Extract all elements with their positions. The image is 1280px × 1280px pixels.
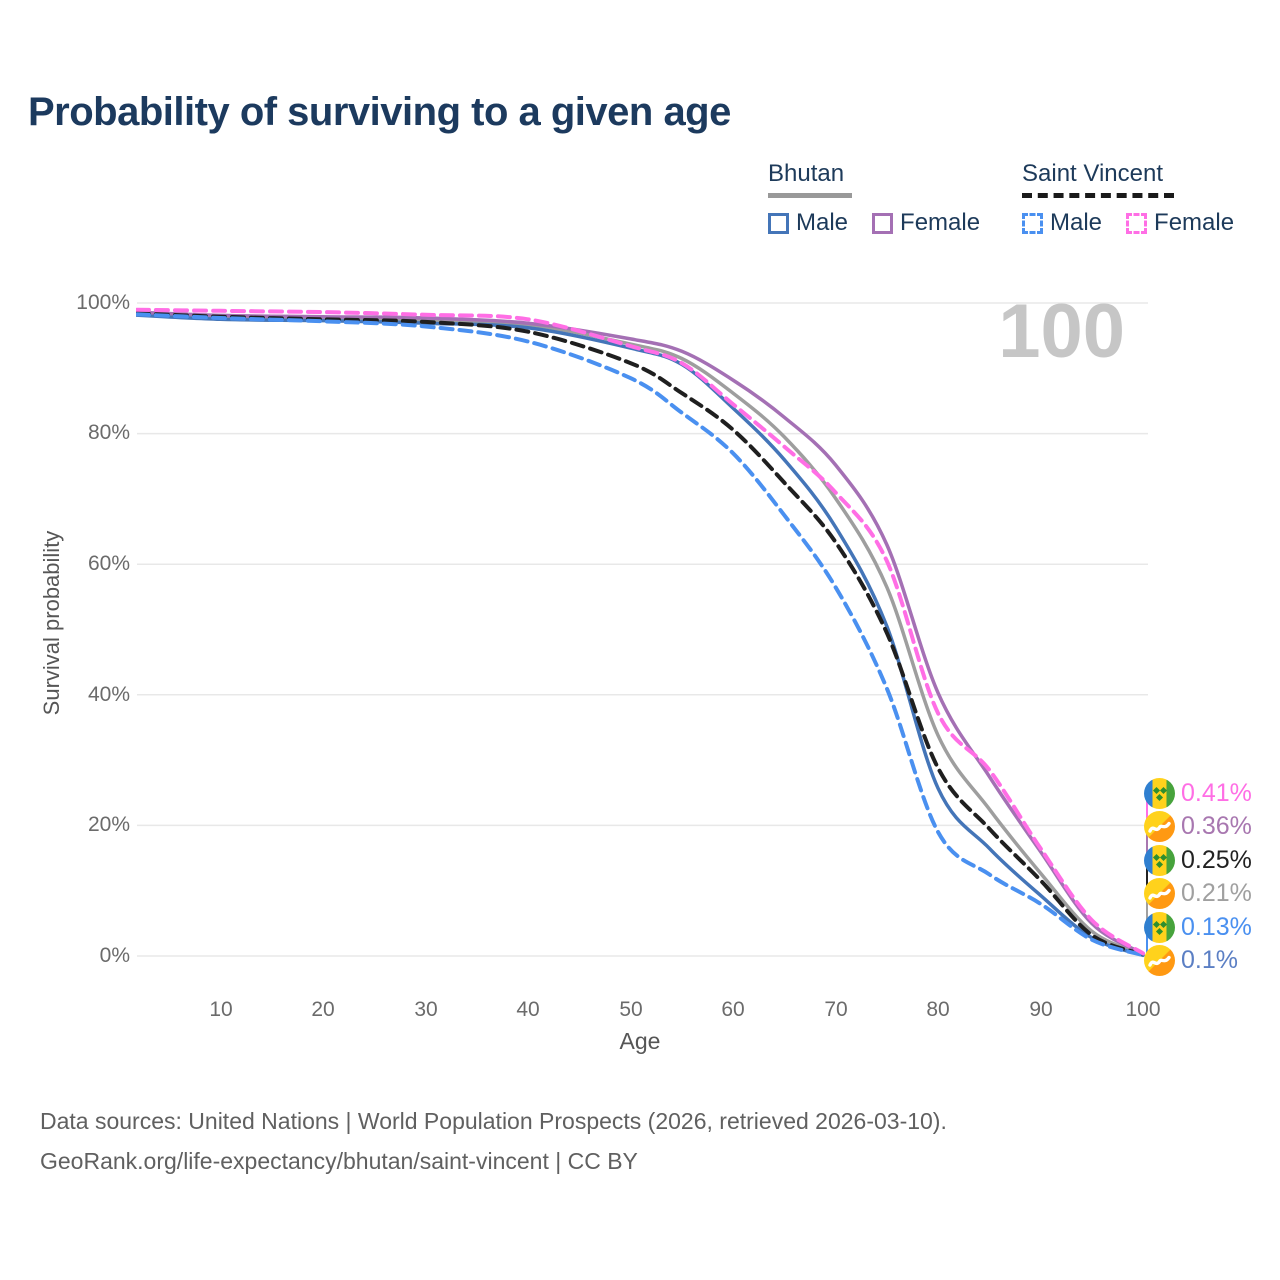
end-value: 0.36%	[1181, 811, 1252, 840]
bhutan-flag-icon	[1144, 810, 1175, 842]
curve-bhutan-male	[136, 313, 1145, 958]
curve-saint-vincent-combined-unlabeled-	[136, 311, 1145, 957]
x-tick-100: 100	[1125, 998, 1161, 1021]
bhutan-female-swatch	[872, 212, 894, 234]
curve-bhutan-female	[136, 310, 1145, 956]
x-tick-30: 30	[414, 998, 438, 1021]
saint-vincent-flag-icon	[1144, 911, 1175, 943]
end-label-row: 0.21%	[1144, 876, 1252, 910]
bhutan-flag-icon	[1144, 877, 1175, 909]
gridlines	[137, 302, 1148, 957]
x-tick-40: 40	[516, 998, 540, 1021]
legend-group-saint-vincent: Saint Vincent Male Female	[1022, 160, 1234, 237]
end-value: 0.21%	[1181, 878, 1252, 907]
y-tick-100: 100%	[76, 291, 130, 314]
bhutan-male-swatch	[768, 212, 789, 234]
y-tick-60: 60%	[87, 552, 130, 575]
x-tick-60: 60	[721, 998, 745, 1021]
end-label-row: 0.36%	[1144, 809, 1252, 843]
legend-heading-saint-vincent: Saint Vincent	[1022, 160, 1163, 187]
x-tick-90: 90	[1029, 998, 1053, 1021]
end-label-row: 0.25%	[1144, 843, 1252, 877]
end-value: 0.25%	[1181, 845, 1252, 874]
legend-rule-dashed	[1022, 193, 1174, 198]
x-tick-50: 50	[619, 998, 643, 1021]
legend-item-saint-vincent-male[interactable]: Male	[1022, 209, 1102, 237]
curve-saint-vincent-female	[136, 307, 1145, 956]
y-tick-20: 20%	[87, 813, 130, 836]
y-tick-40: 40%	[87, 683, 130, 706]
saint-vincent-flag-icon	[1144, 777, 1175, 809]
legend-group-bhutan: Bhutan Male Female	[768, 160, 980, 237]
x-tick-20: 20	[311, 998, 335, 1021]
curve-saint-vincent-male	[136, 312, 1145, 958]
legend-label: Male	[1050, 209, 1103, 236]
legend-item-bhutan-male[interactable]: Male	[768, 209, 848, 237]
end-label-row: 0.1%	[1144, 943, 1238, 977]
saint-vincent-flag-icon	[1144, 844, 1175, 876]
curve-bhutan-combined-unlabeled-	[136, 311, 1145, 957]
page-title: Probability of surviving to a given age	[28, 90, 731, 134]
legend-label: Male	[796, 209, 849, 236]
saint-vincent-female-swatch	[1126, 212, 1148, 234]
end-value: 0.41%	[1181, 778, 1252, 807]
legend-item-saint-vincent-female[interactable]: Female	[1126, 209, 1234, 237]
legend-rule-solid	[768, 193, 852, 198]
footer-attribution: GeoRank.org/life-expectancy/bhutan/saint…	[40, 1148, 638, 1174]
footer-data-sources: Data sources: United Nations | World Pop…	[40, 1108, 947, 1134]
bhutan-flag-icon	[1144, 944, 1175, 976]
y-tick-0: 0%	[99, 944, 130, 967]
end-label-row: 0.13%	[1144, 910, 1252, 944]
survival-curves	[136, 307, 1145, 958]
hover-age-indicator: 100	[998, 289, 1125, 374]
legend-label: Female	[900, 209, 981, 236]
x-axis-title: Age	[619, 1028, 661, 1054]
legend-item-bhutan-female[interactable]: Female	[872, 209, 980, 237]
y-tick-80: 80%	[87, 421, 130, 444]
end-value: 0.1%	[1181, 945, 1238, 974]
saint-vincent-male-swatch	[1022, 212, 1043, 234]
x-tick-80: 80	[926, 998, 950, 1021]
end-value: 0.13%	[1181, 912, 1252, 941]
x-tick-10: 10	[209, 998, 233, 1021]
legend-label: Female	[1154, 209, 1235, 236]
legend-heading-bhutan: Bhutan	[768, 160, 845, 187]
end-label-row: 0.41%	[1144, 776, 1252, 810]
x-tick-70: 70	[824, 998, 848, 1021]
